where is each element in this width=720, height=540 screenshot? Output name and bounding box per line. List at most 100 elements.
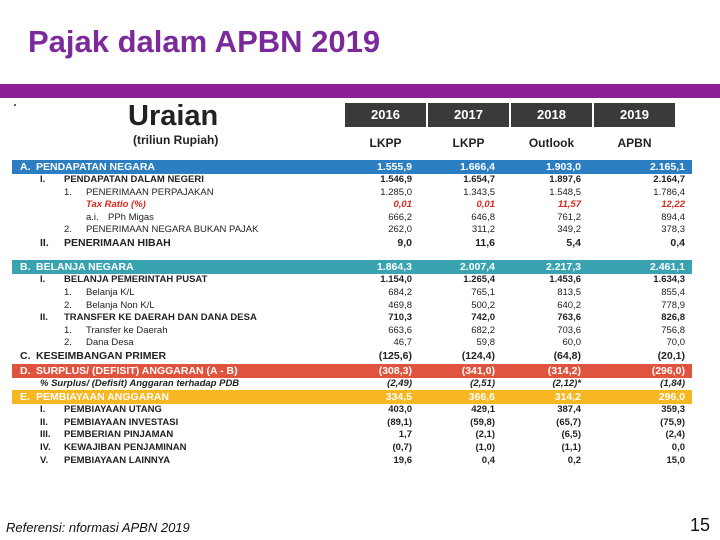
row-code: 1. [64, 324, 72, 336]
row-label: Belanja Non K/L [86, 299, 155, 311]
row-code: II. [40, 312, 48, 324]
row-value-2019: 12,22 [661, 199, 685, 211]
row-value-2016: (89,1) [387, 416, 412, 428]
table-row: 2. PENERIMAAN NEGARA BUKAN PAJAK 262,0 311,… [12, 224, 692, 237]
row-label: PENDAPATAN DALAM NEGERI [64, 174, 204, 185]
row-value-2018: 703,6 [557, 324, 581, 336]
row-code: I. [40, 404, 46, 416]
table-row: V. PEMBIAYAAN LAINNYA 19,6 0,4 0,2 15,0 [12, 455, 692, 468]
row-value-2016: (308,3) [378, 364, 412, 377]
year-header-2: 2018 [511, 103, 592, 127]
row-label: PEMBIAYAAN UTANG [64, 404, 162, 416]
row-value-2019: 778,9 [661, 299, 685, 311]
row-value-2019: 1.786,4 [653, 186, 685, 198]
row-label: BELANJA NEGARA [36, 261, 134, 274]
row-value-2016: 1.555,9 [376, 161, 412, 173]
row-code: II. [40, 416, 48, 428]
row-label: PPh Migas [108, 211, 154, 223]
year-header-1: 2017 [428, 103, 509, 127]
row-value-2017: 11,6 [475, 236, 495, 249]
row-value-2016: 1.285,0 [380, 186, 412, 198]
row-value-2017: (2,51) [470, 377, 495, 389]
row-value-2017: 646,8 [471, 211, 495, 223]
row-value-2017: 1.666,4 [459, 161, 495, 173]
row-value-2018: 5,4 [566, 236, 581, 249]
row-value-2016: 1.546,9 [380, 174, 412, 185]
table-unit: (triliun Rupiah) [133, 133, 219, 147]
row-code: a.i. [86, 211, 99, 223]
row-value-2019: 0,4 [670, 236, 685, 249]
row-code: 2. [64, 224, 72, 236]
table-row: I. PEMBIAYAAN UTANG 403,0 429,1 387,4 359,3 [12, 404, 692, 417]
row-code: A. [20, 161, 31, 173]
table-row: II. TRANSFER KE DAERAH DAN DANA DESA 710,3… [12, 312, 692, 325]
row-value-2017: 765,1 [471, 287, 495, 299]
row-value-2018: (64,8) [553, 350, 581, 363]
row-value-2016: (0,7) [392, 441, 412, 453]
row-value-2017: 1.265,4 [463, 274, 495, 286]
row-value-2019: 2.461,1 [649, 261, 685, 274]
row-label: Transfer ke Daerah [86, 324, 168, 336]
row-value-2017: (341,0) [461, 364, 495, 377]
row-value-2019: 359,3 [661, 404, 685, 416]
row-value-2019: 756,8 [661, 324, 685, 336]
row-code: 2. [64, 337, 72, 349]
row-value-2018: 60,0 [562, 337, 582, 349]
row-value-2018: 0,2 [567, 454, 581, 466]
row-value-2019: (296,0) [651, 364, 685, 377]
row-label: Tax Ratio (%) [86, 199, 146, 211]
row-value-2017: 0,01 [476, 199, 496, 211]
row-value-2017: 742,0 [471, 312, 495, 324]
row-label: PEMBIAYAAN INVESTASI [64, 416, 179, 428]
row-value-2018: 2.217,3 [545, 261, 581, 274]
row-value-2017: 1.654,7 [463, 174, 495, 185]
row-value-2019: (75,9) [660, 416, 685, 428]
row-value-2016: 684,2 [388, 287, 412, 299]
row-value-2019: 70,0 [666, 337, 686, 349]
row-value-2018: 1.897,6 [549, 174, 581, 185]
table-row: I. PENDAPATAN DALAM NEGERI 1.546,9 1.654,7 1… [12, 174, 692, 187]
row-value-2017: (2,1) [475, 429, 495, 441]
row-value-2016: 0,01 [393, 199, 413, 211]
row-value-2018: 640,2 [557, 299, 581, 311]
table-row: E. PEMBIAYAAN ANGGARAN 334,5 366,6 314,2 296,… [12, 390, 692, 405]
row-value-2019: 855,4 [661, 287, 685, 299]
row-value-2018: (65,7) [556, 416, 581, 428]
row-value-2017: (1,0) [475, 441, 495, 453]
table-row: II. PEMBIAYAAN INVESTASI (89,1) (59,8) (65,7… [12, 417, 692, 430]
row-code: III. [40, 429, 51, 441]
row-value-2016: 710,3 [388, 312, 412, 324]
row-value-2017: 2.007,4 [459, 261, 495, 274]
row-value-2018: 1.903,0 [545, 161, 581, 173]
table-row: A. PENDAPATAN NEGARA 1.555,9 1.666,4 1.903,0… [12, 160, 692, 174]
row-label: PEMBERIAN PINJAMAN [64, 429, 174, 441]
row-value-2018: 763,6 [557, 312, 581, 324]
row-value-2016: 262,0 [388, 224, 412, 236]
row-value-2016: (2,49) [387, 377, 412, 389]
row-value-2018: 761,2 [557, 211, 581, 223]
row-value-2018: 349,2 [557, 224, 581, 236]
table-row: III. PEMBERIAN PINJAMAN 1,7 (2,1) (6,5) (2,4) [12, 429, 692, 442]
row-code: IV. [40, 441, 51, 453]
row-value-2017: 59,8 [476, 337, 496, 349]
row-value-2016: 19,6 [393, 454, 413, 466]
row-value-2018: (2,12)* [552, 377, 581, 389]
row-value-2018: 314,2 [554, 391, 581, 404]
row-value-2018: 387,4 [557, 404, 581, 416]
row-code: 1. [64, 186, 72, 198]
row-value-2019: 2.165,1 [649, 161, 685, 173]
row-value-2016: 403,0 [388, 404, 412, 416]
row-label: PENDAPATAN NEGARA [36, 161, 156, 173]
table-row: D. SURPLUS/ (DEFISIT) ANGGARAN (A - B) (30… [12, 363, 692, 378]
row-code: E. [20, 391, 30, 404]
row-label: KEWAJIBAN PENJAMINAN [64, 441, 187, 453]
row-value-2018: 1.548,5 [549, 186, 581, 198]
row-value-2016: 46,7 [393, 337, 413, 349]
table-row: 2. Dana Desa 46,7 59,8 60,0 70,0 [12, 337, 692, 350]
year-header-3: 2019 [594, 103, 675, 127]
row-code: B. [20, 261, 31, 274]
column-type-2: Outlook [528, 136, 575, 150]
row-value-2018: (6,5) [561, 429, 581, 441]
row-code: C. [20, 350, 31, 363]
slide-title: Pajak dalam APBN 2019 [28, 24, 381, 59]
